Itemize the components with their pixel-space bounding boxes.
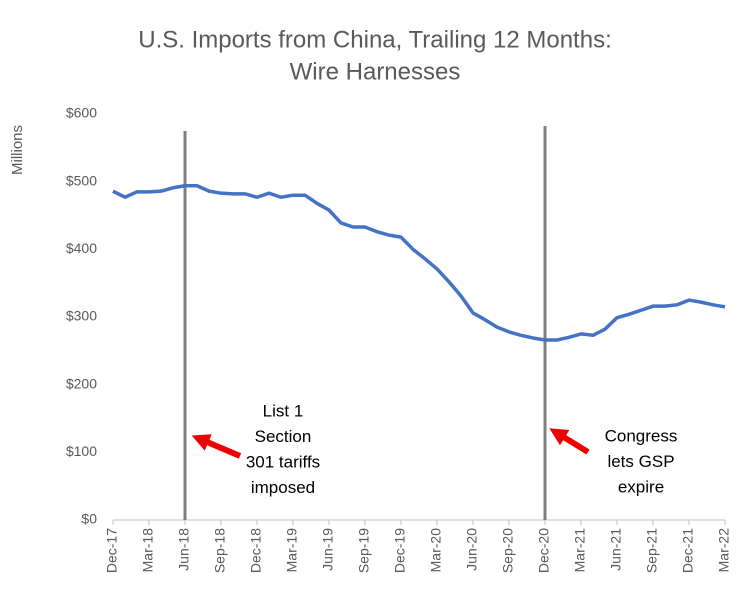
- x-tick-label: Dec-19: [392, 528, 408, 573]
- x-tick-label: Mar-19: [284, 528, 300, 573]
- x-tick-label: Dec-17: [104, 528, 120, 573]
- annotation: Section: [255, 427, 312, 446]
- x-tick-label: Mar-20: [428, 528, 444, 573]
- arrow: [549, 428, 590, 455]
- y-axis-label: Millions: [9, 125, 26, 175]
- x-tick-label: Dec-18: [248, 528, 264, 573]
- annotation: lets GSP: [607, 452, 674, 471]
- y-tick-label: $0: [81, 511, 97, 527]
- x-tick-label: Jun-18: [176, 528, 192, 571]
- y-tick-label: $200: [66, 375, 97, 391]
- y-tick-label: $100: [66, 443, 97, 459]
- x-tick-label: Jun-19: [320, 528, 336, 571]
- x-tick-label: Sep-19: [356, 528, 372, 573]
- x-tick-label: Sep-18: [212, 528, 228, 573]
- annotation: Congress: [605, 426, 678, 445]
- x-tick-label: Jun-21: [608, 528, 624, 571]
- x-tick-label: Sep-21: [644, 528, 660, 573]
- x-tick-label: Dec-20: [536, 528, 552, 573]
- x-tick-label: Sep-20: [500, 528, 516, 573]
- chart-title: Wire Harnesses: [290, 58, 461, 85]
- line: [112, 183, 726, 342]
- x-tick-label: Jun-20: [464, 528, 480, 571]
- x-tick-label: Mar-18: [140, 528, 156, 573]
- y-tick-label: $400: [66, 240, 97, 256]
- x-tick-label: Dec-21: [680, 528, 696, 573]
- x-tick-label: Mar-21: [572, 528, 588, 573]
- annotation: 301 tariffs: [246, 452, 320, 471]
- arrow: [191, 434, 242, 459]
- y-tick-label: $500: [66, 172, 97, 188]
- annotation: expire: [618, 477, 664, 496]
- annotation: List 1: [263, 401, 304, 420]
- y-tick-label: $600: [66, 105, 97, 121]
- y-tick-label: $300: [66, 308, 97, 324]
- x-tick-label: Mar-22: [716, 528, 732, 573]
- chart-title: U.S. Imports from China, Trailing 12 Mon…: [138, 26, 612, 53]
- annotation: imposed: [251, 478, 315, 497]
